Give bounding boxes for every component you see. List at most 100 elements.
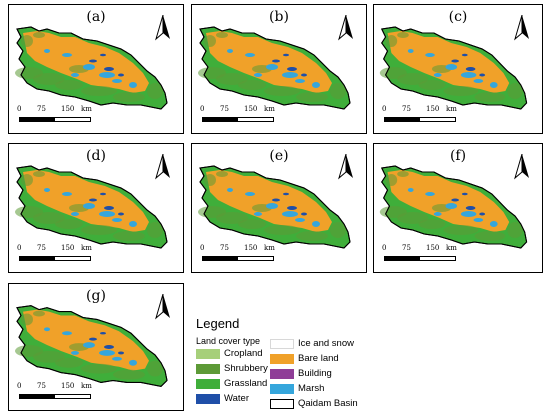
marsh-patch <box>62 331 72 336</box>
marsh-patch <box>245 53 255 57</box>
marsh-patch <box>129 82 137 88</box>
scale-unit: km <box>81 105 92 113</box>
legend-label: Shrubbery <box>224 363 268 374</box>
map-canvas <box>198 165 351 249</box>
shrubbery-patch <box>216 212 248 224</box>
water-patch <box>272 59 280 63</box>
marsh-patch <box>266 203 278 209</box>
water-patch <box>118 351 124 355</box>
scale-bar: 0 75 150 km <box>200 105 280 127</box>
scale-bar-graphic <box>19 394 91 399</box>
marsh-patch <box>83 342 95 348</box>
scale-bar-graphic <box>384 256 456 261</box>
marsh-patch <box>99 211 115 217</box>
shrubbery-patch <box>113 92 145 102</box>
scale-unit: km <box>264 244 275 252</box>
marsh-patch <box>71 350 79 355</box>
basin-map <box>379 26 528 110</box>
water-patch <box>118 73 124 77</box>
water-patch <box>451 59 459 63</box>
shrubbery-patch <box>81 363 117 374</box>
basin-map <box>15 26 168 110</box>
scale-tick-150: 150 <box>426 244 440 252</box>
north-arrow-icon <box>514 14 530 41</box>
marsh-patch <box>295 218 305 222</box>
water-patch <box>283 53 289 57</box>
water-patch <box>451 198 459 202</box>
shrubbery-patch <box>81 86 117 96</box>
marsh-patch <box>445 64 458 70</box>
legend-swatch <box>270 354 294 364</box>
shrubbery-patch <box>55 80 83 90</box>
marsh-patch <box>312 82 320 88</box>
north-arrow-icon <box>514 153 530 180</box>
legend-label: Building <box>298 368 332 379</box>
shrubbery-patch <box>216 171 228 177</box>
shrubbery-patch <box>507 83 523 99</box>
legend-item-shrubbery: Shrubbery <box>196 363 268 375</box>
marsh-patch <box>83 64 95 70</box>
legend-swatch <box>196 394 220 404</box>
scale-tick-150: 150 <box>426 105 440 113</box>
scale-labels: 0 75 150 km <box>382 105 462 115</box>
shrubbery-patch <box>397 73 429 85</box>
scale-tick-75: 75 <box>220 244 229 252</box>
basin-border <box>199 165 351 249</box>
marsh-patch <box>425 53 435 57</box>
scale-tick-0: 0 <box>17 244 22 252</box>
scale-bar: 0 75 150 km <box>17 382 97 404</box>
shrubbery-patch <box>507 222 523 238</box>
marsh-patch <box>433 212 442 216</box>
map-canvas <box>15 26 168 110</box>
panel-label: (a) <box>86 9 106 25</box>
water-patch <box>100 53 106 57</box>
marsh-patch <box>254 212 262 216</box>
shrubbery-patch <box>238 80 266 90</box>
water-patch <box>272 198 280 202</box>
basin-border <box>16 26 168 110</box>
legend-label: Marsh <box>298 383 325 394</box>
scale-tick-75: 75 <box>402 105 411 113</box>
scale-unit: km <box>446 244 457 252</box>
marsh-patch <box>425 192 435 196</box>
map-panel-a: (a) 0 75 150 km <box>8 4 184 134</box>
legend-item-qaidam-basin: Qaidam Basin <box>270 398 370 410</box>
legend-subtitle: Land cover type <box>196 336 261 346</box>
map-panel-b: (b) 0 75 150 km <box>191 4 367 134</box>
scale-tick-150: 150 <box>244 244 258 252</box>
marsh-patch <box>129 359 137 366</box>
shrubbery-patch <box>147 83 163 99</box>
water-patch <box>465 206 476 210</box>
legend-label: Bare land <box>298 353 339 364</box>
marsh-patch <box>473 79 484 83</box>
panel-label: (e) <box>269 148 289 164</box>
bare-land-area <box>206 170 332 232</box>
shrubbery-patch <box>264 86 300 96</box>
legend-swatch <box>270 339 294 349</box>
legend-title: Legend <box>196 316 240 331</box>
legend-label: Ice and snow <box>298 338 354 349</box>
basin-border <box>380 165 528 249</box>
shrubbery-patch <box>204 174 216 186</box>
water-patch <box>104 345 114 349</box>
marsh-patch <box>473 218 484 222</box>
shrubbery-patch <box>418 219 446 229</box>
marsh-patch <box>62 192 72 196</box>
bare-land-area <box>387 170 510 232</box>
shrubbery-patch <box>55 219 83 229</box>
shrubbery-patch <box>238 219 266 229</box>
panel-label: (c) <box>448 9 468 25</box>
marsh-patch <box>245 192 255 196</box>
water-patch <box>89 198 97 202</box>
water-patch <box>461 53 468 57</box>
shrubbery-patch <box>21 35 33 47</box>
water-patch <box>104 67 114 71</box>
panel-label: (f) <box>449 148 467 164</box>
north-arrow-icon <box>155 14 171 41</box>
shrubbery-patch <box>33 171 45 177</box>
shrubbery-patch <box>296 231 328 241</box>
water-patch <box>100 332 106 335</box>
shrubbery-patch <box>33 32 45 38</box>
scale-labels: 0 75 150 km <box>17 105 97 115</box>
scale-tick-75: 75 <box>402 244 411 252</box>
